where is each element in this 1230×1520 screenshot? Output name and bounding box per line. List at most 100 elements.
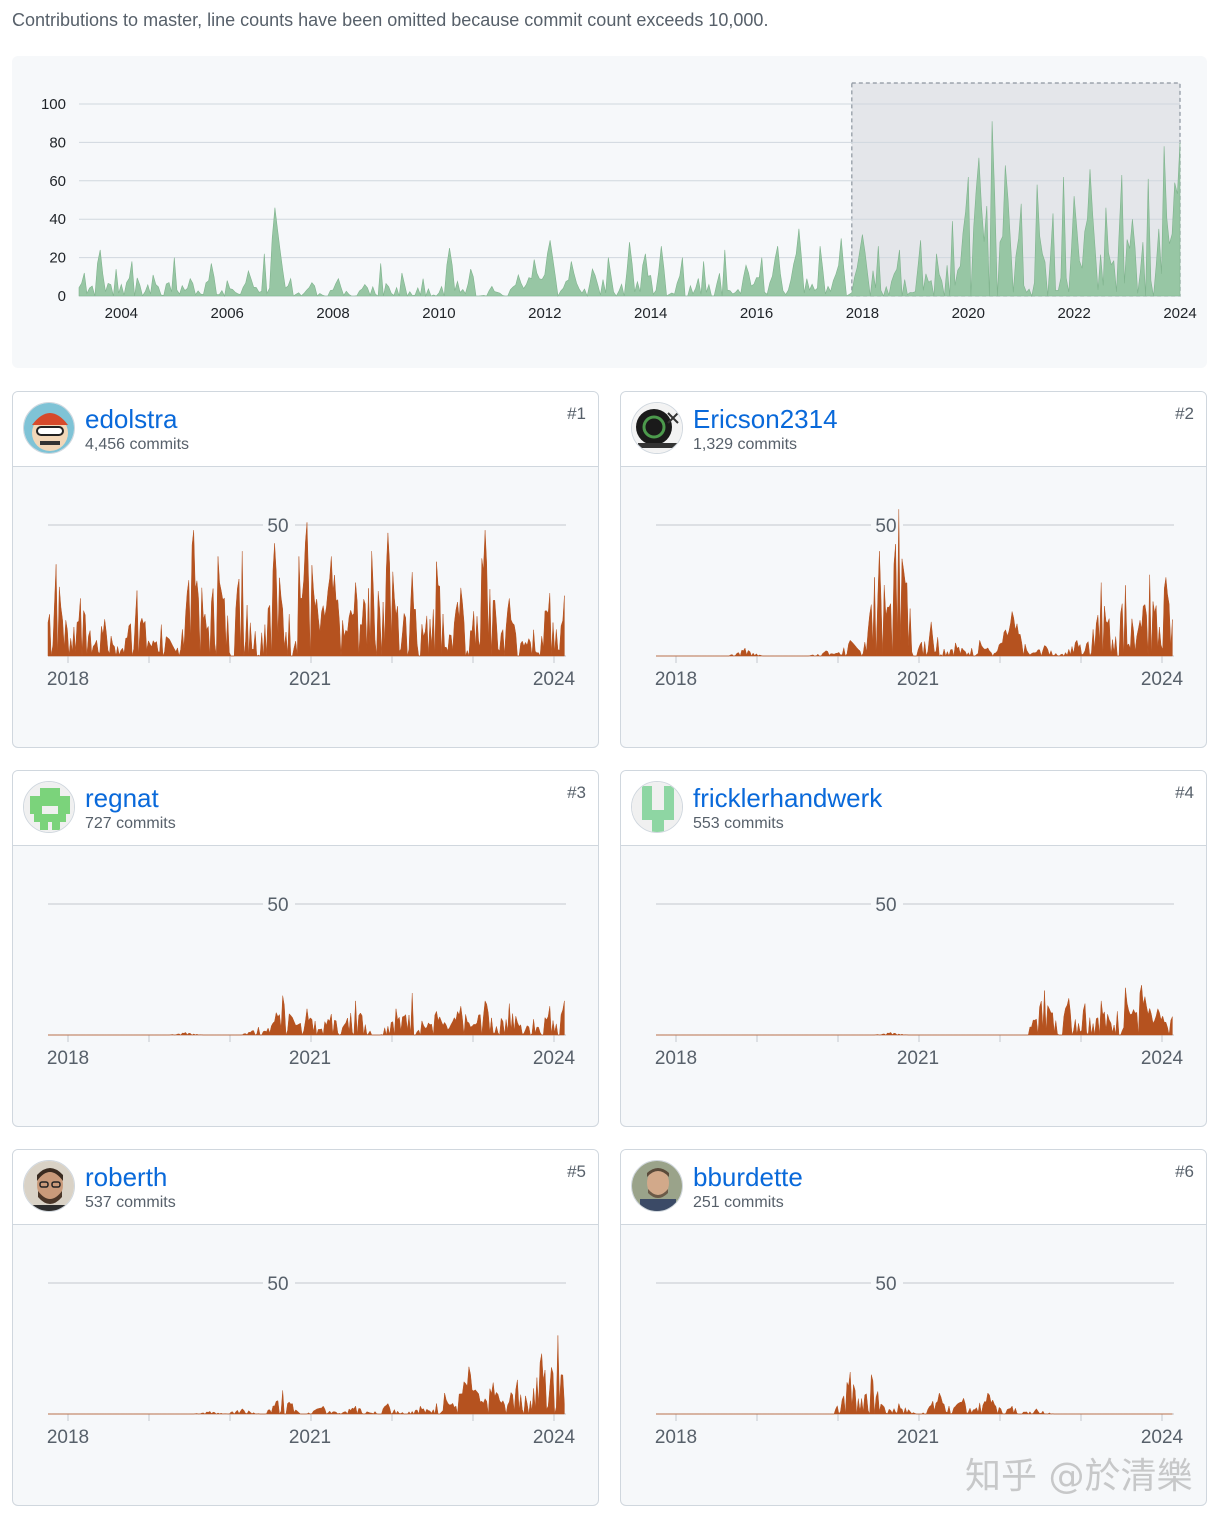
x-tick-label: 2018 xyxy=(846,305,879,322)
commit-count: 251 commits xyxy=(693,1194,784,1211)
label-backdrop xyxy=(263,513,295,535)
avatar[interactable] xyxy=(631,781,683,833)
y-tick-label: 50 xyxy=(267,1274,288,1295)
contributor-card: Ericson2314 1,329 commits #2 50 2018 2021 2… xyxy=(620,391,1207,748)
x-tick-label: 2018 xyxy=(47,1048,89,1069)
avatar[interactable] xyxy=(631,402,683,454)
x-tick-label: 2014 xyxy=(634,305,667,322)
commits-area xyxy=(656,985,1173,1036)
commits-area xyxy=(78,121,1181,298)
contributor-login[interactable]: fricklerhandwerk xyxy=(693,783,883,813)
contributor-chart[interactable]: 50 2018 2021 2024 xyxy=(621,468,1207,748)
contributor-login[interactable]: Ericson2314 xyxy=(693,404,838,434)
commit-count: 1,329 commits xyxy=(693,436,798,453)
avatar-regnat-icon xyxy=(24,782,74,832)
contributor-login[interactable]: regnat xyxy=(85,783,159,813)
x-tick-label: 2018 xyxy=(655,1048,697,1069)
avatar-bburdette-icon xyxy=(632,1161,682,1211)
label-backdrop xyxy=(871,1271,903,1293)
x-tick-label: 2021 xyxy=(289,1048,331,1069)
contributor-chart[interactable]: 50 2018 2021 2024 xyxy=(13,1226,599,1506)
x-tick-label: 2024 xyxy=(1141,1048,1184,1069)
x-tick-label: 2024 xyxy=(533,1048,576,1069)
rank-badge: #3 xyxy=(567,783,586,802)
contributor-header: Ericson2314 1,329 commits #2 xyxy=(621,392,1206,467)
commit-count: 727 commits xyxy=(85,815,176,832)
contributor-card: fricklerhandwerk 553 commits #4 50 2018 20… xyxy=(620,770,1207,1127)
x-tick-label: 2021 xyxy=(289,669,331,690)
rank-badge: #1 xyxy=(567,404,586,423)
x-tick-label: 2021 xyxy=(897,1048,939,1069)
commits-area xyxy=(47,522,565,657)
x-tick-label: 2012 xyxy=(528,305,561,322)
x-tick-label: 2020 xyxy=(952,305,985,322)
x-tick-label: 2016 xyxy=(740,305,773,322)
contributor-chart[interactable]: 50 2018 2021 2024 xyxy=(13,847,599,1127)
commit-count: 553 commits xyxy=(693,815,784,832)
contributor-card: roberth 537 commits #5 50 2018 2021 2024 xyxy=(12,1149,599,1506)
contributor-header: regnat 727 commits #3 xyxy=(13,771,598,846)
avatar[interactable] xyxy=(23,1160,75,1212)
contributor-card: bburdette 251 commits #6 50 2018 2021 2024 xyxy=(620,1149,1207,1506)
contributor-header: bburdette 251 commits #6 xyxy=(621,1150,1206,1225)
commit-count: 537 commits xyxy=(85,1194,176,1211)
x-tick-label: 2004 xyxy=(105,305,138,322)
contributor-header: fricklerhandwerk 553 commits #4 xyxy=(621,771,1206,846)
y-tick-label: 20 xyxy=(49,250,66,267)
x-tick-label: 2018 xyxy=(47,1427,89,1448)
avatar-roberth-icon xyxy=(24,1161,74,1211)
contributor-header: roberth 537 commits #5 xyxy=(13,1150,598,1225)
x-tick-label: 2022 xyxy=(1057,305,1090,322)
label-backdrop xyxy=(871,513,903,535)
commits-area xyxy=(656,1372,1173,1415)
y-tick-label: 50 xyxy=(875,895,896,916)
contributor-card: edolstra 4,456 commits #1 50 2018 2021 2024 xyxy=(12,391,599,748)
y-tick-label: 100 xyxy=(41,96,66,113)
rank-badge: #4 xyxy=(1175,783,1194,802)
avatar-ericson2314-icon xyxy=(632,403,682,453)
x-tick-label: 2018 xyxy=(655,1427,697,1448)
contributor-login[interactable]: bburdette xyxy=(693,1162,803,1192)
label-backdrop xyxy=(263,892,295,914)
overview-chart[interactable]: 100 80 60 40 20 0 2004 2006 2008 2010 2012 2014 2016… xyxy=(12,56,1207,368)
contributor-chart[interactable]: 50 2018 2021 2024 xyxy=(13,468,599,748)
avatar-fricklerhandwerk-icon xyxy=(632,782,682,832)
contributor-login[interactable]: edolstra xyxy=(85,404,178,434)
avatar-edolstra-icon xyxy=(24,403,74,453)
contributor-chart[interactable]: 50 2018 2021 2024 xyxy=(621,847,1207,1127)
overview-svg[interactable]: 100 80 60 40 20 0 2004 2006 2008 2010 2012 2014 2016… xyxy=(12,56,1207,368)
x-tick-label: 2024 xyxy=(1163,305,1196,322)
commits-area xyxy=(48,993,565,1036)
y-tick-label: 50 xyxy=(875,1274,896,1295)
y-tick-label: 80 xyxy=(49,134,66,151)
x-tick-label: 2018 xyxy=(655,669,697,690)
x-tick-label: 2010 xyxy=(422,305,455,322)
commits-area xyxy=(656,509,1173,657)
rank-badge: #5 xyxy=(567,1162,586,1181)
x-tick-label: 2021 xyxy=(897,1427,939,1448)
watermark-text: 知乎 @於清樂 xyxy=(965,1456,1193,1497)
x-tick-label: 2006 xyxy=(211,305,244,322)
contributor-chart[interactable]: 50 2018 2021 2024 xyxy=(621,1226,1207,1506)
x-tick-label: 2021 xyxy=(289,1427,331,1448)
label-backdrop xyxy=(871,892,903,914)
avatar[interactable] xyxy=(631,1160,683,1212)
x-tick-label: 2024 xyxy=(1141,669,1184,690)
avatar[interactable] xyxy=(23,781,75,833)
y-tick-label: 50 xyxy=(267,516,288,537)
label-backdrop xyxy=(263,1271,295,1293)
contributor-login[interactable]: roberth xyxy=(85,1162,168,1192)
x-tick-label: 2024 xyxy=(533,669,576,690)
contributions-caption: Contributions to master, line counts hav… xyxy=(12,10,769,30)
x-tick-label: 2024 xyxy=(533,1427,576,1448)
commits-area xyxy=(48,1335,565,1415)
y-tick-label: 50 xyxy=(875,516,896,537)
contributor-card: regnat 727 commits #3 50 2018 2021 2024 xyxy=(12,770,599,1127)
x-tick-label: 2018 xyxy=(47,669,89,690)
contributor-header: edolstra 4,456 commits #1 xyxy=(13,392,598,467)
y-tick-label: 0 xyxy=(58,288,66,305)
avatar[interactable] xyxy=(23,402,75,454)
x-tick-label: 2024 xyxy=(1141,1427,1184,1448)
rank-badge: #2 xyxy=(1175,404,1194,423)
y-tick-label: 60 xyxy=(49,173,66,190)
